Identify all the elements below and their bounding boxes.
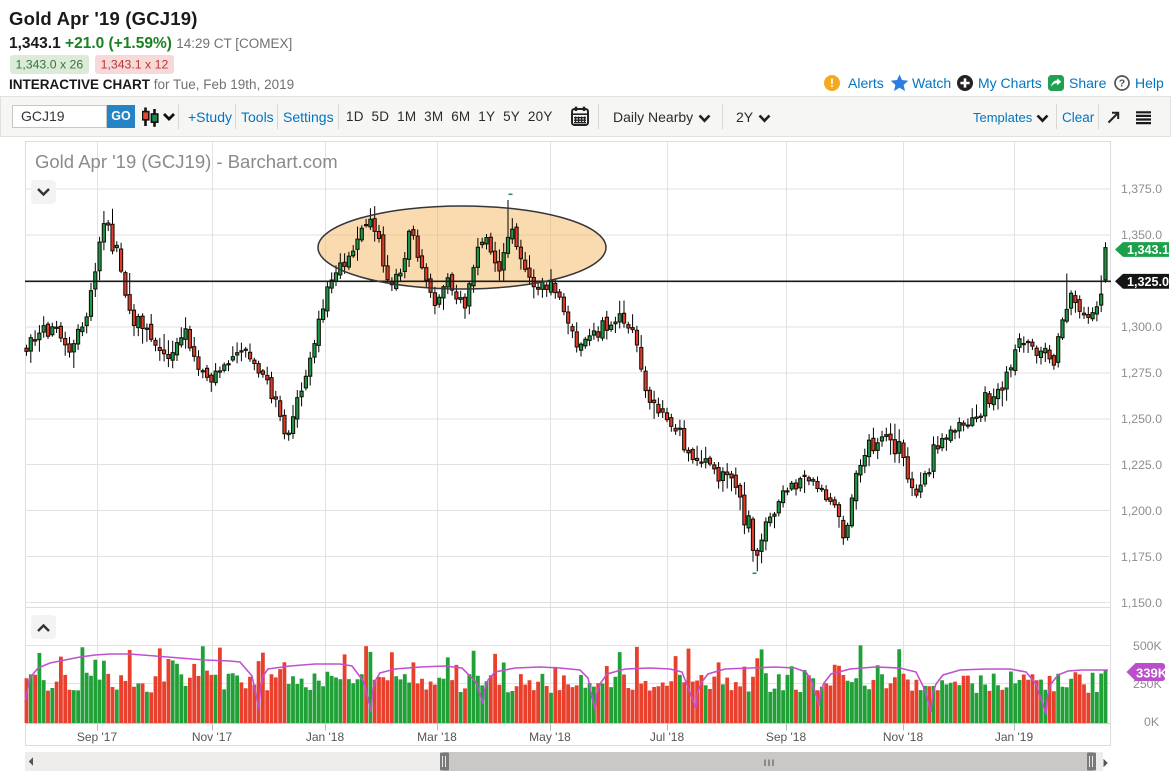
svg-text:1,225.0: 1,225.0 xyxy=(1121,458,1162,472)
svg-text:Jan '18: Jan '18 xyxy=(306,730,345,744)
svg-text:!: ! xyxy=(830,76,834,90)
svg-text:Mar '18: Mar '18 xyxy=(417,730,457,744)
svg-text:Nov '17: Nov '17 xyxy=(192,730,233,744)
svg-text:1,175.0: 1,175.0 xyxy=(1121,550,1162,564)
svg-text:Sep '17: Sep '17 xyxy=(77,730,118,744)
svg-text:1,300.0: 1,300.0 xyxy=(1121,320,1162,334)
svg-text:500K: 500K xyxy=(1133,639,1163,653)
svg-text:?: ? xyxy=(1119,78,1125,90)
svg-text:1,275.0: 1,275.0 xyxy=(1121,366,1162,380)
svg-text:0K: 0K xyxy=(1144,715,1160,729)
svg-text:1,350.0: 1,350.0 xyxy=(1121,228,1162,242)
svg-text:Jul '18: Jul '18 xyxy=(650,730,685,744)
svg-text:1,150.0: 1,150.0 xyxy=(1121,596,1162,610)
svg-text:Sep '18: Sep '18 xyxy=(766,730,807,744)
svg-text:1,250.0: 1,250.0 xyxy=(1121,412,1162,426)
svg-text:1,375.0: 1,375.0 xyxy=(1121,182,1162,196)
svg-text:1,343.1: 1,343.1 xyxy=(1127,243,1169,257)
svg-text:Gold Apr '19 (GCJ19) - Barchar: Gold Apr '19 (GCJ19) - Barchart.com xyxy=(35,151,338,172)
svg-text:Nov '18: Nov '18 xyxy=(883,730,924,744)
svg-text:339K: 339K xyxy=(1136,665,1168,680)
svg-text:Jan '19: Jan '19 xyxy=(995,730,1034,744)
svg-text:1,325.0: 1,325.0 xyxy=(1127,275,1169,289)
svg-text:May '18: May '18 xyxy=(529,730,571,744)
svg-text:1,200.0: 1,200.0 xyxy=(1121,504,1162,518)
